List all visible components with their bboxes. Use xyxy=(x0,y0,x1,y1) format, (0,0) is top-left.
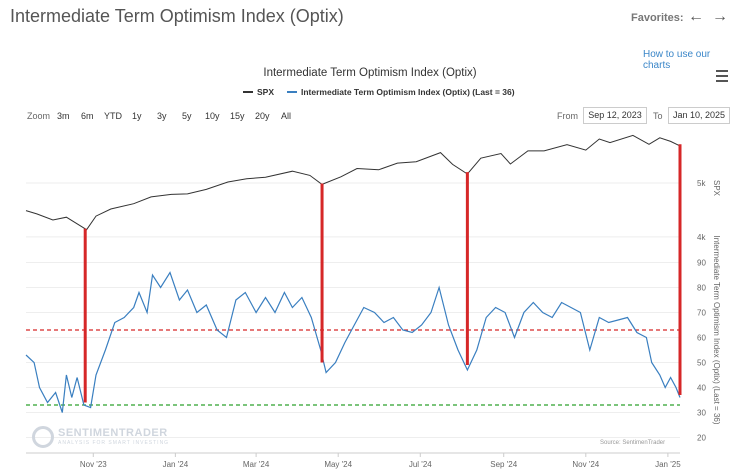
zoom-label: Zoom xyxy=(27,111,51,121)
optix-axis-tick-label: 30 xyxy=(697,409,706,418)
zoom-ytd-button[interactable]: YTD xyxy=(104,111,122,121)
legend-swatch-optix xyxy=(287,91,297,93)
x-tick-label: Mar '24 xyxy=(243,460,270,469)
optix-axis-tick-label: 50 xyxy=(697,359,706,368)
range-from-label: From xyxy=(557,111,578,121)
x-tick-label: Jul '24 xyxy=(409,460,432,469)
zoom-all-button[interactable]: All xyxy=(281,111,292,121)
legend-label-optix: Intermediate Term Optimism Index (Optix)… xyxy=(301,87,515,97)
legend-item-spx[interactable]: SPX xyxy=(243,87,274,97)
optix-series-line xyxy=(25,271,681,413)
sentimentrader-logo-icon xyxy=(32,426,54,448)
zoom-6m-button[interactable]: 6m xyxy=(81,111,94,121)
source-note: Source: SentimenTrader xyxy=(600,440,666,446)
x-tick-label: May '24 xyxy=(324,460,352,469)
favorites-label: Favorites: xyxy=(631,12,684,24)
x-tick-label: Jan '25 xyxy=(655,460,681,469)
zoom-3m-button[interactable]: 3m xyxy=(57,111,70,121)
optix-axis-tick-label: 90 xyxy=(697,259,706,268)
forward-arrow-icon[interactable]: → xyxy=(712,8,728,25)
optix-axis-tick-label: 60 xyxy=(697,334,706,343)
legend-label-spx: SPX xyxy=(257,87,275,97)
optix-axis-tick-label: 80 xyxy=(697,284,706,293)
x-tick-label: Nov '23 xyxy=(80,460,107,469)
zoom-20y-button[interactable]: 20y xyxy=(255,111,270,121)
range-to-label: To xyxy=(653,111,663,121)
optix-axis-title: Intermediate Term Optimism Index (Optix)… xyxy=(712,235,721,424)
watermark-brand: SENTIMENTRADER xyxy=(58,427,168,439)
zoom-10y-button[interactable]: 10y xyxy=(205,111,220,121)
page-title: Intermediate Term Optimism Index (Optix) xyxy=(10,6,344,26)
chart-title: Intermediate Term Optimism Index (Optix) xyxy=(263,67,477,79)
x-tick-label: Sep '24 xyxy=(490,460,517,469)
legend-swatch-spx xyxy=(243,91,253,93)
legend-item-optix[interactable]: Intermediate Term Optimism Index (Optix)… xyxy=(287,87,515,97)
range-from-input[interactable]: Sep 12, 2023 xyxy=(583,107,647,124)
help-link[interactable]: How to use our charts xyxy=(643,49,711,71)
spx-axis-title: SPX xyxy=(712,180,721,197)
zoom-5y-button[interactable]: 5y xyxy=(182,111,192,121)
spx-series-line xyxy=(25,134,681,231)
optix-axis-tick-label: 70 xyxy=(697,309,706,318)
back-arrow-icon[interactable]: ← xyxy=(688,8,704,25)
spx-axis-tick-label: 4k xyxy=(697,233,706,242)
optix-axis-tick-label: 40 xyxy=(697,384,706,393)
hamburger-menu-icon[interactable] xyxy=(716,70,728,85)
zoom-1y-button[interactable]: 1y xyxy=(132,111,142,121)
x-tick-label: Nov '24 xyxy=(572,460,599,469)
range-to-input[interactable]: Jan 10, 2025 xyxy=(668,107,730,124)
spx-axis-tick-label: 5k xyxy=(697,179,706,188)
optix-axis-tick-label: 20 xyxy=(697,434,706,443)
zoom-15y-button[interactable]: 15y xyxy=(230,111,245,121)
x-tick-label: Jan '24 xyxy=(163,460,189,469)
zoom-3y-button[interactable]: 3y xyxy=(157,111,167,121)
watermark-tagline: ANALYSIS FOR SMART INVESTING xyxy=(58,440,170,446)
